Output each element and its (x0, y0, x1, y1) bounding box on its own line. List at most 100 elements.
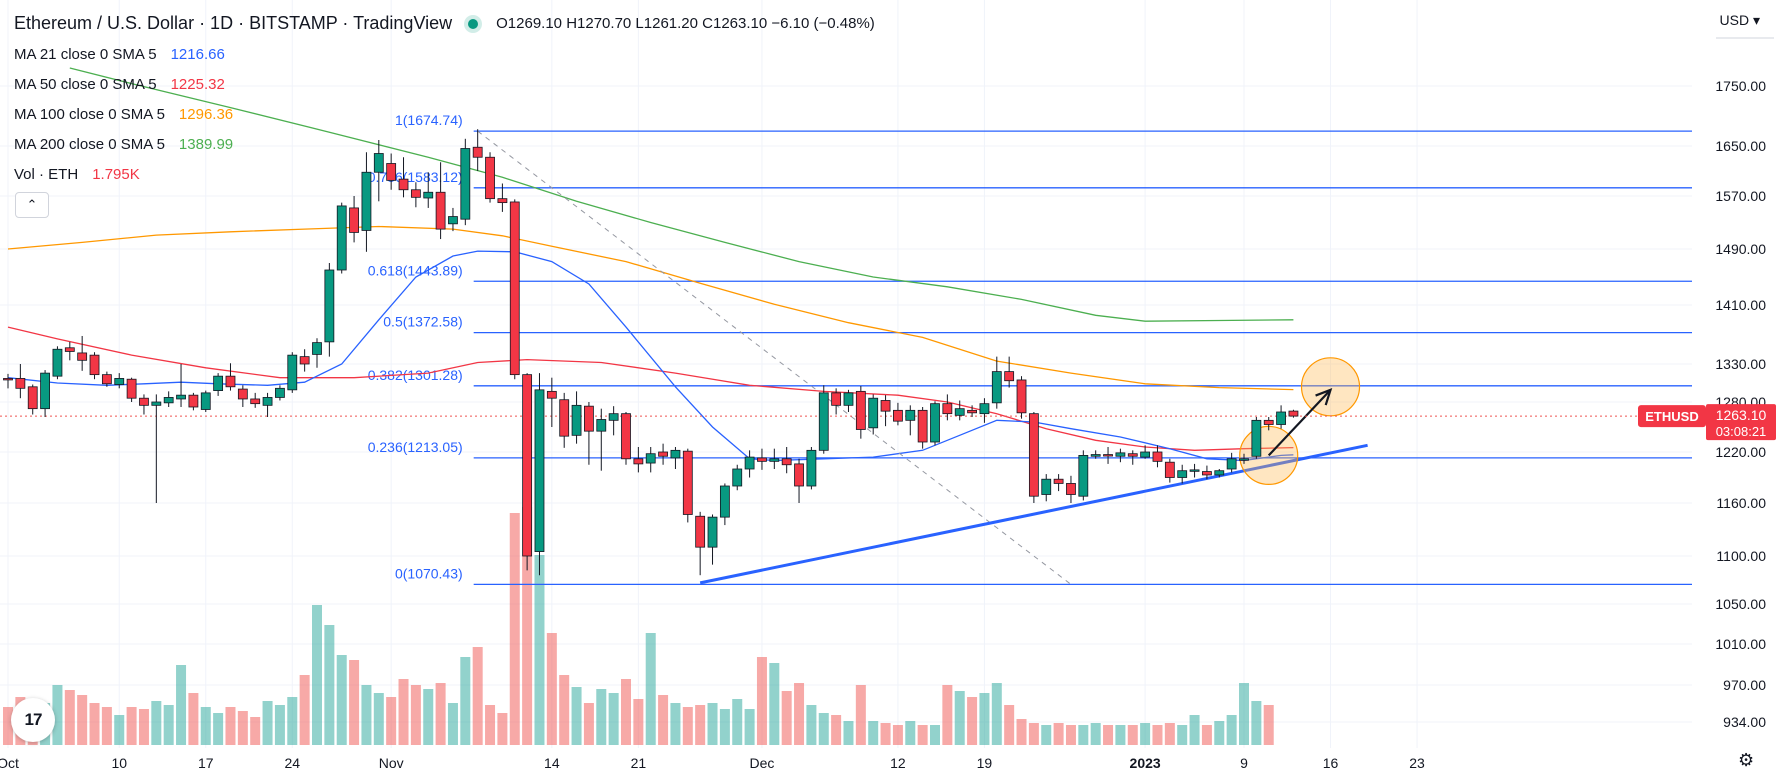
candle-body (893, 409, 903, 422)
candle-body (1152, 451, 1163, 462)
volume-bar (794, 683, 805, 745)
indicator-label: MA 50 close 0 SMA 5 (14, 76, 157, 93)
candle-body (460, 148, 471, 220)
candle-body (1115, 452, 1126, 457)
volume-bar (769, 663, 780, 745)
indicator-value: 1225.32 (170, 76, 225, 93)
volume-bar (1065, 725, 1076, 745)
indicator-ma50[interactable]: MA 50 close 0 SMA 5 1225.32 (14, 76, 225, 93)
price-axis[interactable]: 1750.00 1650.00 1570.00 1490.00 1410.00 1330.… (1638, 0, 1786, 778)
candle-body (77, 352, 88, 361)
candle-body (1066, 483, 1076, 495)
volume-bar (682, 707, 693, 745)
candle-body (781, 458, 792, 466)
ma50-line (7, 326, 1294, 451)
candle-body (769, 458, 780, 462)
volume-bar (225, 707, 236, 745)
time-tick-label: 2023 (1130, 755, 1161, 771)
volume-bar (719, 709, 730, 745)
indicator-label: MA 100 close 0 SMA 5 (14, 106, 165, 123)
price-tick-label: 1650.00 (1715, 138, 1766, 154)
volume-bar (472, 647, 483, 745)
candle-body (299, 356, 310, 365)
indicator-volume[interactable]: Vol · ETH 1.795K (14, 166, 140, 183)
volume-bar (806, 705, 817, 745)
time-tick-label: Nov (379, 755, 404, 771)
candle-body (880, 400, 891, 412)
volume-bar (979, 693, 990, 745)
candle-body (584, 405, 594, 432)
indicator-ma21[interactable]: MA 21 close 0 SMA 5 1216.66 (14, 46, 225, 63)
indicator-ma100[interactable]: MA 100 close 0 SMA 5 1296.36 (14, 106, 233, 123)
volume-bar (818, 713, 829, 745)
volume-bar (126, 707, 137, 745)
volume-bar (64, 690, 75, 745)
volume-bar (880, 723, 891, 745)
candle-body (1090, 454, 1101, 457)
candle-body (509, 201, 520, 376)
volume-bar (213, 713, 224, 745)
indicator-ma200[interactable]: MA 200 close 0 SMA 5 1389.99 (14, 136, 233, 153)
time-tick-label: 21 (631, 755, 647, 771)
volume-bar (868, 721, 879, 745)
candle-body (435, 191, 446, 230)
volume-bar (1177, 725, 1188, 745)
chevron-up-icon[interactable]: ⌃ (15, 192, 49, 218)
volume-bar (633, 699, 644, 745)
candlesticks (3, 129, 1299, 576)
volume-bar (781, 691, 792, 745)
candle-body (213, 375, 224, 392)
candle-body (225, 375, 236, 388)
volume-bar (744, 709, 755, 745)
indicator-value: 1296.36 (178, 106, 234, 123)
volume-bar (967, 697, 978, 745)
volume-bar (621, 679, 631, 745)
price-tick-label: 1050.00 (1715, 596, 1766, 612)
volume-bar (176, 665, 187, 745)
fib-label: 1(1674.74) (395, 112, 463, 128)
volume-bar (917, 725, 928, 745)
candle-body (386, 163, 397, 181)
tradingview-logo[interactable]: 17 (11, 698, 55, 742)
candle-body (237, 388, 248, 400)
candle-body (361, 171, 372, 231)
volume-bar (460, 657, 471, 745)
candle-body (448, 216, 458, 225)
candle-body (52, 348, 63, 377)
volume-bar (756, 657, 767, 745)
candle-body (806, 449, 817, 487)
volume-bar (1251, 701, 1262, 745)
axis-bg (0, 748, 1692, 778)
candle-body (1226, 458, 1237, 470)
volume-bar (546, 633, 557, 745)
volume-bar (1263, 705, 1274, 745)
volume-bar (608, 693, 619, 745)
volume-bar (287, 697, 298, 745)
volume-bar (1078, 725, 1089, 745)
gear-icon[interactable]: ⚙ (1738, 750, 1755, 770)
volume-bar (645, 633, 656, 745)
time-tick-label: Dec (750, 755, 775, 771)
fib-label: 0(1070.43) (395, 565, 463, 581)
candle-body (312, 342, 322, 355)
volume-bar (89, 703, 100, 745)
candle-body (534, 389, 545, 552)
candle-body (658, 451, 668, 457)
volume-bar (942, 685, 953, 745)
currency-select[interactable]: USD ▾ (1719, 12, 1760, 28)
candle-body (794, 463, 804, 487)
symbol-title[interactable]: Ethereum / U.S. Dollar · 1D · BITSTAMP ·… (14, 13, 453, 33)
candle-body (1140, 451, 1151, 458)
volume-bar (1164, 723, 1175, 745)
candle-body (485, 156, 495, 200)
live-dot-icon (468, 18, 479, 29)
time-tick-label: 10 (111, 755, 127, 771)
time-axis[interactable]: Oct 10 17 24 Nov 14 21 Dec 12 19 2023 9 16 23 (0, 748, 1692, 778)
candle-body (472, 146, 483, 158)
price-tick-label: 1010.00 (1715, 636, 1766, 652)
candle-body (1189, 469, 1200, 472)
candle-body (522, 374, 533, 557)
indicator-label: MA 21 close 0 SMA 5 (14, 46, 157, 63)
candle-body (114, 378, 125, 385)
